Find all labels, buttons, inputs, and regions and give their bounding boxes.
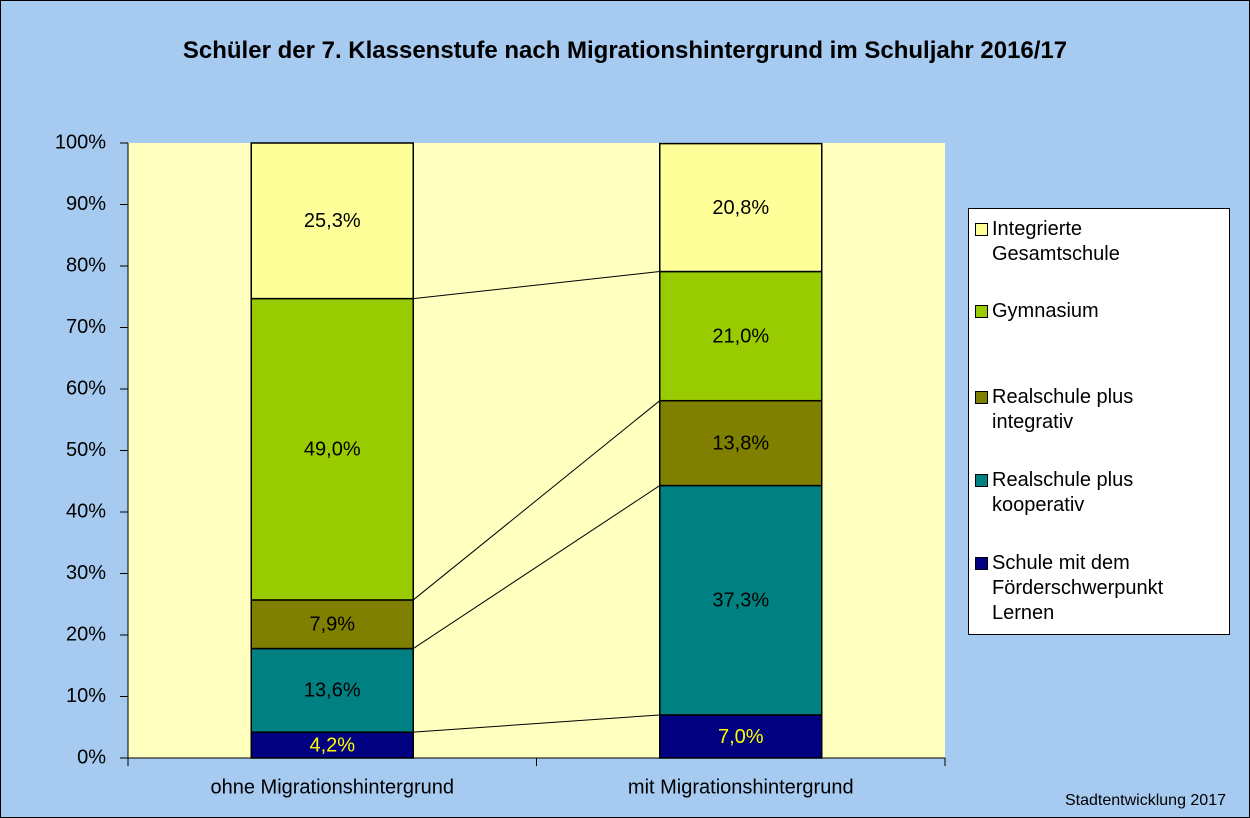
- bar-segment: [250, 731, 414, 759]
- legend-label: Gymnasium: [992, 300, 1099, 322]
- legend: Integrierte Gesamtschule Gymnasium Realsch…: [968, 208, 1230, 635]
- y-tick-label: 80%: [66, 254, 106, 276]
- bar-segment: [659, 484, 823, 716]
- bar-segment: [250, 599, 414, 650]
- y-tick-label: 50%: [66, 439, 106, 461]
- chart-title: Schüler der 7. Klassenstufe nach Migrati…: [182, 37, 1068, 64]
- legend-swatch: [975, 557, 988, 570]
- x-tick-label: ohne Migrationshintergrund: [211, 776, 455, 798]
- y-tick-label: 90%: [66, 193, 106, 215]
- series-line: [412, 400, 661, 601]
- legend-label: Schule mit dem Förderschwerpunkt Lernen: [992, 552, 1164, 624]
- data-label: 21,0%: [712, 325, 769, 347]
- y-tick-label: 10%: [66, 685, 106, 707]
- y-tick-label: 100%: [55, 131, 106, 153]
- data-label: 13,6%: [304, 680, 361, 702]
- data-label: 7,0%: [718, 726, 764, 748]
- data-label: 13,8%: [712, 432, 769, 454]
- data-label: 20,8%: [712, 197, 769, 219]
- y-tick-label: 20%: [66, 623, 106, 645]
- data-label: 49,0%: [304, 439, 361, 461]
- y-tick-label: 60%: [66, 377, 106, 399]
- y-tick-label: 0%: [77, 746, 106, 768]
- bar-segment: [659, 270, 823, 402]
- y-tick-label: 70%: [66, 316, 106, 338]
- y-tick-label: 40%: [66, 500, 106, 522]
- data-label: 4,2%: [309, 734, 355, 756]
- legend-swatch: [975, 391, 988, 404]
- series-line: [412, 485, 661, 649]
- legend-swatch: [975, 305, 988, 318]
- bar-segment: [250, 142, 414, 300]
- legend-label: Realschule plus integrativ: [992, 386, 1134, 433]
- legend-label: Realschule plus kooperativ: [992, 469, 1134, 516]
- legend-swatch: [975, 474, 988, 487]
- legend-swatch: [975, 223, 988, 236]
- source: Stadtentwicklung 2017: [1065, 792, 1226, 809]
- legend-label: Integrierte Gesamtschule: [992, 218, 1120, 265]
- bar-segment: [659, 399, 823, 487]
- bar-segment: [659, 714, 823, 759]
- data-label: 7,9%: [309, 614, 355, 636]
- data-label: 37,3%: [712, 590, 769, 612]
- bar-segment: [250, 297, 414, 601]
- bar-segment: [659, 142, 823, 273]
- x-tick-label: mit Migrationshintergrund: [628, 776, 854, 798]
- bar-segment: [250, 647, 414, 733]
- y-tick-label: 30%: [66, 562, 106, 584]
- data-label: 25,3%: [304, 210, 361, 232]
- series-line: [413, 714, 660, 733]
- series-line: [413, 271, 660, 300]
